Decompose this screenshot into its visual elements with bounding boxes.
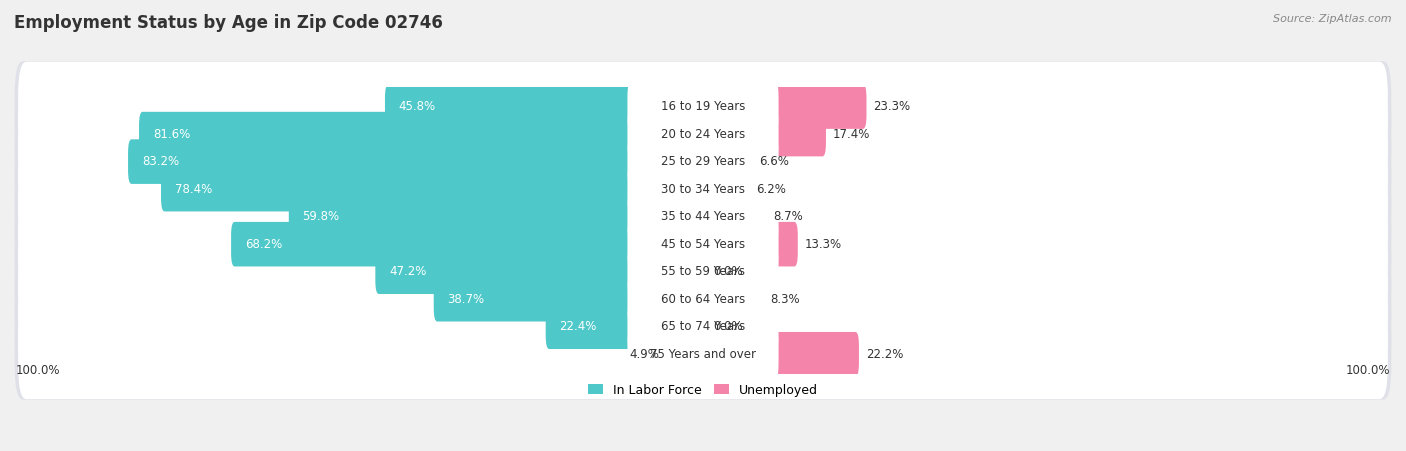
FancyBboxPatch shape [700, 277, 763, 322]
Legend: In Labor Force, Unemployed: In Labor Force, Unemployed [583, 378, 823, 401]
Text: 8.3%: 8.3% [770, 293, 800, 306]
FancyBboxPatch shape [14, 116, 1392, 207]
FancyBboxPatch shape [14, 309, 1392, 400]
Text: Employment Status by Age in Zip Code 02746: Employment Status by Age in Zip Code 027… [14, 14, 443, 32]
FancyBboxPatch shape [231, 222, 706, 267]
FancyBboxPatch shape [18, 254, 1388, 344]
FancyBboxPatch shape [375, 249, 706, 294]
Text: 75 Years and over: 75 Years and over [650, 348, 756, 361]
Text: 47.2%: 47.2% [389, 265, 426, 278]
FancyBboxPatch shape [627, 181, 779, 252]
FancyBboxPatch shape [666, 332, 706, 377]
Text: 4.9%: 4.9% [628, 348, 659, 361]
FancyBboxPatch shape [18, 62, 1388, 152]
FancyBboxPatch shape [627, 264, 779, 335]
FancyBboxPatch shape [14, 144, 1392, 235]
FancyBboxPatch shape [14, 254, 1392, 345]
Text: 100.0%: 100.0% [1346, 364, 1391, 377]
Text: 83.2%: 83.2% [142, 155, 179, 168]
Text: 30 to 34 Years: 30 to 34 Years [661, 183, 745, 196]
Text: 13.3%: 13.3% [804, 238, 842, 251]
FancyBboxPatch shape [700, 112, 825, 156]
Text: 45.8%: 45.8% [399, 100, 436, 113]
Text: 81.6%: 81.6% [153, 128, 190, 141]
Text: 38.7%: 38.7% [447, 293, 485, 306]
Text: 60 to 64 Years: 60 to 64 Years [661, 293, 745, 306]
Text: 0.0%: 0.0% [713, 265, 742, 278]
FancyBboxPatch shape [433, 277, 706, 322]
FancyBboxPatch shape [14, 281, 1392, 372]
FancyBboxPatch shape [18, 172, 1388, 262]
Text: 68.2%: 68.2% [245, 238, 283, 251]
FancyBboxPatch shape [14, 226, 1392, 317]
FancyBboxPatch shape [627, 291, 779, 362]
FancyBboxPatch shape [18, 227, 1388, 317]
Text: 16 to 19 Years: 16 to 19 Years [661, 100, 745, 113]
Text: 22.4%: 22.4% [560, 320, 596, 333]
FancyBboxPatch shape [128, 139, 706, 184]
Text: 8.7%: 8.7% [773, 210, 803, 223]
FancyBboxPatch shape [14, 61, 1392, 152]
FancyBboxPatch shape [700, 167, 749, 212]
Text: 0.0%: 0.0% [713, 320, 742, 333]
FancyBboxPatch shape [14, 89, 1392, 179]
Text: 59.8%: 59.8% [302, 210, 340, 223]
FancyBboxPatch shape [14, 199, 1392, 290]
Text: 6.6%: 6.6% [759, 155, 789, 168]
FancyBboxPatch shape [162, 167, 706, 212]
Text: 20 to 24 Years: 20 to 24 Years [661, 128, 745, 141]
FancyBboxPatch shape [700, 332, 859, 377]
Text: 35 to 44 Years: 35 to 44 Years [661, 210, 745, 223]
FancyBboxPatch shape [627, 236, 779, 307]
Text: 23.3%: 23.3% [873, 100, 911, 113]
FancyBboxPatch shape [546, 304, 706, 349]
FancyBboxPatch shape [385, 84, 706, 129]
FancyBboxPatch shape [627, 99, 779, 169]
Text: 6.2%: 6.2% [756, 183, 786, 196]
FancyBboxPatch shape [700, 139, 752, 184]
FancyBboxPatch shape [627, 154, 779, 224]
Text: 100.0%: 100.0% [15, 364, 60, 377]
Text: 25 to 29 Years: 25 to 29 Years [661, 155, 745, 168]
Text: 17.4%: 17.4% [832, 128, 870, 141]
FancyBboxPatch shape [700, 84, 866, 129]
FancyBboxPatch shape [14, 171, 1392, 262]
FancyBboxPatch shape [18, 144, 1388, 234]
Text: 78.4%: 78.4% [174, 183, 212, 196]
FancyBboxPatch shape [18, 117, 1388, 207]
Text: Source: ZipAtlas.com: Source: ZipAtlas.com [1274, 14, 1392, 23]
FancyBboxPatch shape [139, 112, 706, 156]
FancyBboxPatch shape [627, 126, 779, 197]
FancyBboxPatch shape [700, 222, 797, 267]
FancyBboxPatch shape [700, 194, 766, 239]
FancyBboxPatch shape [627, 71, 779, 142]
Text: 55 to 59 Years: 55 to 59 Years [661, 265, 745, 278]
FancyBboxPatch shape [627, 209, 779, 280]
Text: 45 to 54 Years: 45 to 54 Years [661, 238, 745, 251]
FancyBboxPatch shape [18, 309, 1388, 399]
FancyBboxPatch shape [288, 194, 706, 239]
FancyBboxPatch shape [18, 89, 1388, 179]
Text: 22.2%: 22.2% [866, 348, 903, 361]
FancyBboxPatch shape [627, 319, 779, 390]
FancyBboxPatch shape [18, 282, 1388, 372]
Text: 65 to 74 Years: 65 to 74 Years [661, 320, 745, 333]
FancyBboxPatch shape [18, 199, 1388, 289]
